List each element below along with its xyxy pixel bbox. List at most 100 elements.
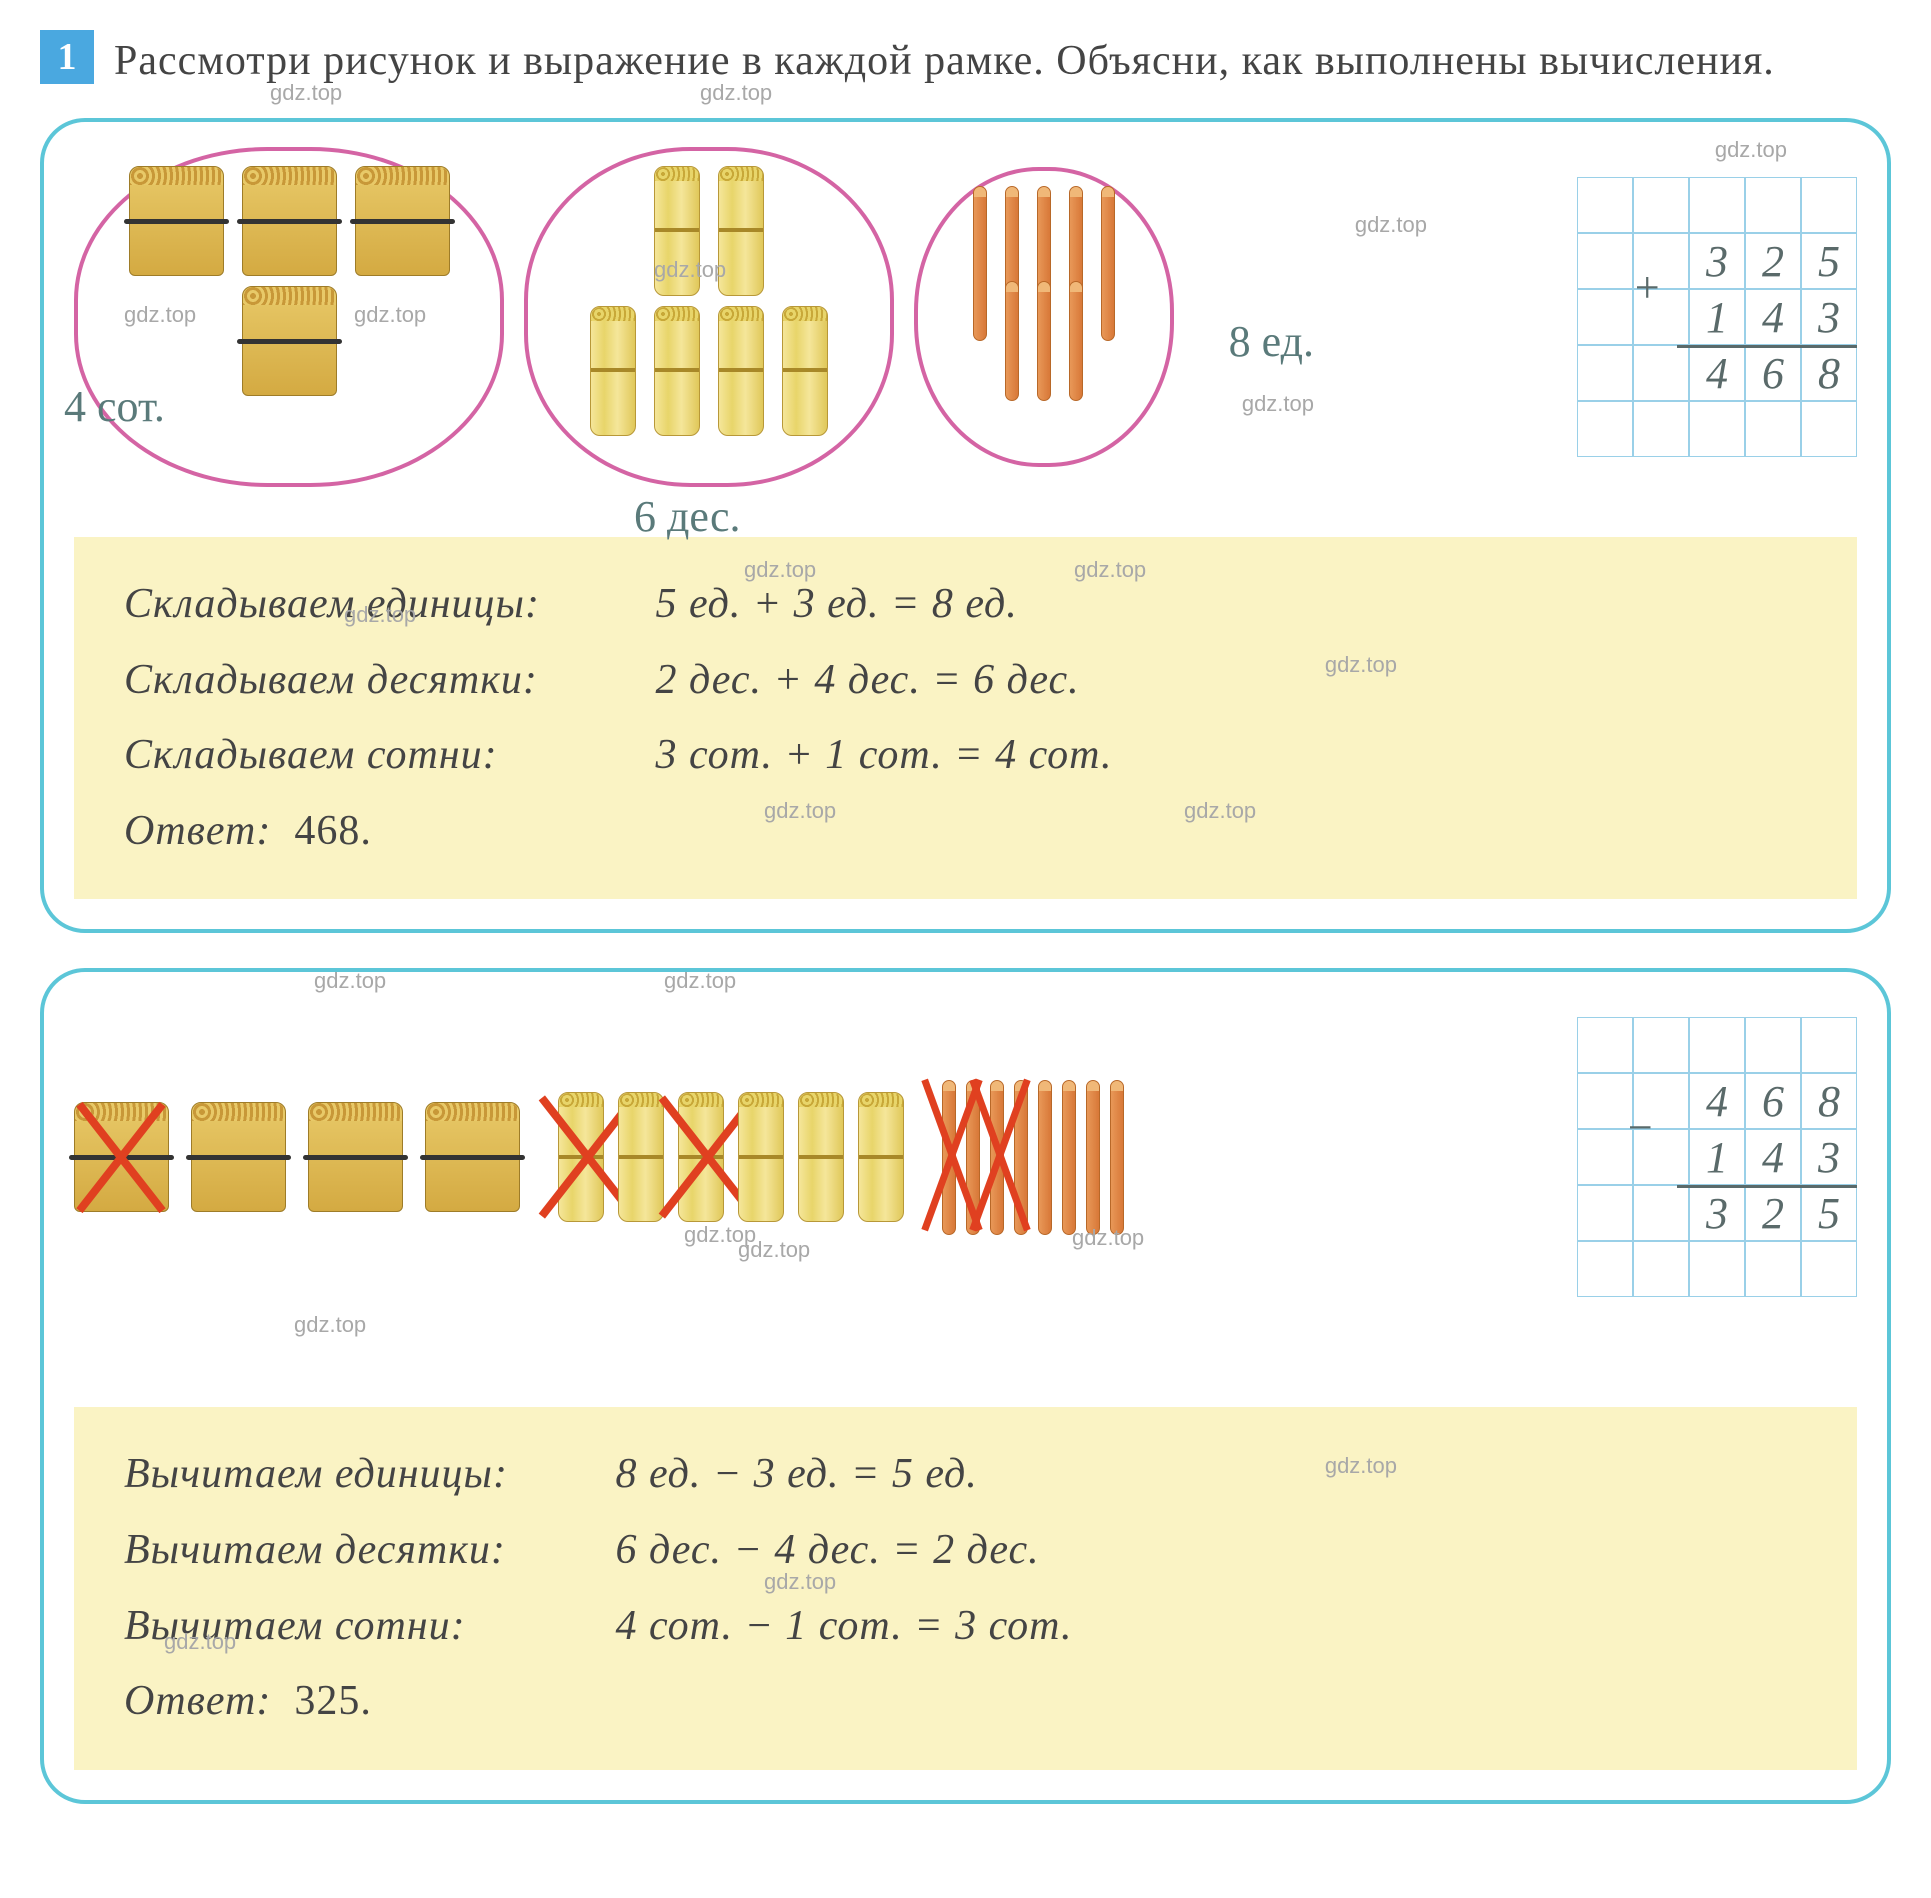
digit: 3 xyxy=(1689,233,1745,289)
unit-stick xyxy=(1069,281,1083,401)
digit: 2 xyxy=(1745,233,1801,289)
unit-stick xyxy=(990,1080,1004,1235)
units-row: gdz.top xyxy=(942,1080,1124,1235)
step-label: Вычитаем сотни: xyxy=(124,1589,604,1665)
answer-label: Ответ: xyxy=(124,808,271,854)
digit: 5 xyxy=(1801,1185,1857,1241)
digit: 3 xyxy=(1801,1129,1857,1185)
unit-stick xyxy=(1062,1080,1076,1235)
ten-bundle xyxy=(798,1092,844,1222)
task-header: 1 Рассмотри рисунок и выражение в каждой… xyxy=(40,30,1891,93)
result-line xyxy=(1677,1185,1857,1188)
step-equation: 4 сот. − 1 сот. = 3 сот. xyxy=(616,1603,1073,1649)
hundred-bundle xyxy=(242,166,337,276)
answer-label: Ответ: xyxy=(124,1678,271,1724)
step-line: Складываем сотни: 3 сот. + 1 сот. = 4 со… xyxy=(124,718,1807,794)
addition-visual-row: 4 сот. gdz.top gdz.top 6 дес. gdz.top xyxy=(74,147,1857,527)
tens-group xyxy=(524,147,894,487)
step-label: Вычитаем десятки: xyxy=(124,1513,604,1589)
subtraction-visual-row: gdz.top gdz.top 4 6 8 1 4 3 3 xyxy=(74,997,1857,1347)
task-number-badge: 1 xyxy=(40,30,94,84)
hundred-bundle xyxy=(191,1102,286,1212)
hundred-bundle xyxy=(425,1102,520,1212)
digit: 2 xyxy=(1745,1185,1801,1241)
digit: 8 xyxy=(1801,345,1857,401)
ten-bundle xyxy=(678,1092,724,1222)
unit-stick xyxy=(1014,1080,1028,1235)
addition-steps-box: gdz.top Складываем единицы: 5 ед. + 3 ед… xyxy=(74,537,1857,899)
step-equation: 5 ед. + 3 ед. = 8 ед. xyxy=(656,581,1018,627)
ten-bundle xyxy=(558,1092,604,1222)
ten-bundle xyxy=(738,1092,784,1222)
digit: 8 xyxy=(1801,1073,1857,1129)
ten-bundle xyxy=(718,166,764,296)
unit-stick xyxy=(1038,1080,1052,1235)
hundred-bundle xyxy=(129,166,224,276)
digit: 5 xyxy=(1801,233,1857,289)
unit-stick xyxy=(1037,281,1051,401)
digit: 4 xyxy=(1689,345,1745,401)
result-line xyxy=(1677,345,1857,348)
step-equation: 2 дес. + 4 дес. = 6 дес. xyxy=(656,657,1080,703)
step-label: Складываем сотни: xyxy=(124,718,644,794)
subtraction-steps-box: Вычитаем единицы: 8 ед. − 3 ед. = 5 ед. … xyxy=(74,1407,1857,1769)
tens-label: 6 дес. xyxy=(634,491,741,542)
digit: 6 xyxy=(1745,1073,1801,1129)
digit: 6 xyxy=(1745,345,1801,401)
digit: 4 xyxy=(1745,289,1801,345)
ten-bundle xyxy=(718,306,764,436)
step-label: Складываем десятки: xyxy=(124,643,644,719)
answer-value: 325. xyxy=(294,1678,372,1724)
step-label: Складываем единицы: xyxy=(124,567,644,643)
plus-sign: + xyxy=(1632,262,1662,313)
answer-value: 468. xyxy=(294,808,372,854)
ten-bundle xyxy=(858,1092,904,1222)
unit-stick xyxy=(973,186,987,341)
minus-sign: − xyxy=(1625,1102,1655,1153)
hundred-bundle xyxy=(74,1102,169,1212)
unit-stick xyxy=(1005,281,1019,401)
step-line: Вычитаем десятки: 6 дес. − 4 дес. = 2 де… xyxy=(124,1513,1807,1589)
step-line: Вычитаем сотни: 4 сот. − 1 сот. = 3 сот. xyxy=(124,1589,1807,1665)
step-line: Вычитаем единицы: 8 ед. − 3 ед. = 5 ед. xyxy=(124,1437,1807,1513)
hundreds-label: 4 сот. xyxy=(64,381,165,432)
ten-bundle xyxy=(654,166,700,296)
hundreds-row xyxy=(74,1102,520,1212)
watermark: gdz.top xyxy=(314,968,386,994)
step-line: Складываем десятки: 2 дес. + 4 дес. = 6 … xyxy=(124,643,1807,719)
watermark: gdz.top xyxy=(1242,391,1314,417)
task-instruction-text: Рассмотри рисунок и выражение в каждой р… xyxy=(114,30,1775,93)
step-line: Складываем единицы: 5 ед. + 3 ед. = 8 ед… xyxy=(124,567,1807,643)
step-label: Вычитаем единицы: xyxy=(124,1437,604,1513)
unit-stick xyxy=(1086,1080,1100,1235)
watermark: gdz.top xyxy=(738,1237,810,1263)
hundred-bundle xyxy=(308,1102,403,1212)
unit-stick xyxy=(1110,1080,1124,1235)
ten-bundle xyxy=(782,306,828,436)
step-equation: 8 ед. − 3 ед. = 5 ед. xyxy=(616,1451,978,1497)
unit-stick xyxy=(966,1080,980,1235)
units-label: 8 ед. xyxy=(1229,316,1314,367)
watermark: gdz.top xyxy=(1072,1225,1144,1251)
subtraction-column-calc: 4 6 8 1 4 3 3 2 5 − xyxy=(1577,1017,1857,1297)
tens-row: gdz.top xyxy=(558,1092,904,1222)
ten-bundle xyxy=(590,306,636,436)
step-equation: 3 сот. + 1 сот. = 4 сот. xyxy=(656,732,1113,778)
unit-stick xyxy=(1101,186,1115,341)
hundred-bundle xyxy=(355,166,450,276)
digit: 1 xyxy=(1689,289,1745,345)
digit: 3 xyxy=(1801,289,1857,345)
digit: 4 xyxy=(1745,1129,1801,1185)
units-group xyxy=(914,167,1174,467)
addition-column-calc: 3 2 5 1 4 3 4 6 8 + xyxy=(1577,177,1857,457)
ten-bundle xyxy=(654,306,700,436)
step-equation: 6 дес. − 4 дес. = 2 дес. xyxy=(616,1527,1040,1573)
hundreds-group xyxy=(74,147,504,487)
answer-line: Ответ: 325. xyxy=(124,1664,1807,1740)
watermark: gdz.top xyxy=(664,968,736,994)
unit-stick xyxy=(942,1080,956,1235)
digit: 1 xyxy=(1689,1129,1745,1185)
answer-line: Ответ: 468. xyxy=(124,794,1807,870)
digit: 4 xyxy=(1689,1073,1745,1129)
ten-bundle xyxy=(618,1092,664,1222)
